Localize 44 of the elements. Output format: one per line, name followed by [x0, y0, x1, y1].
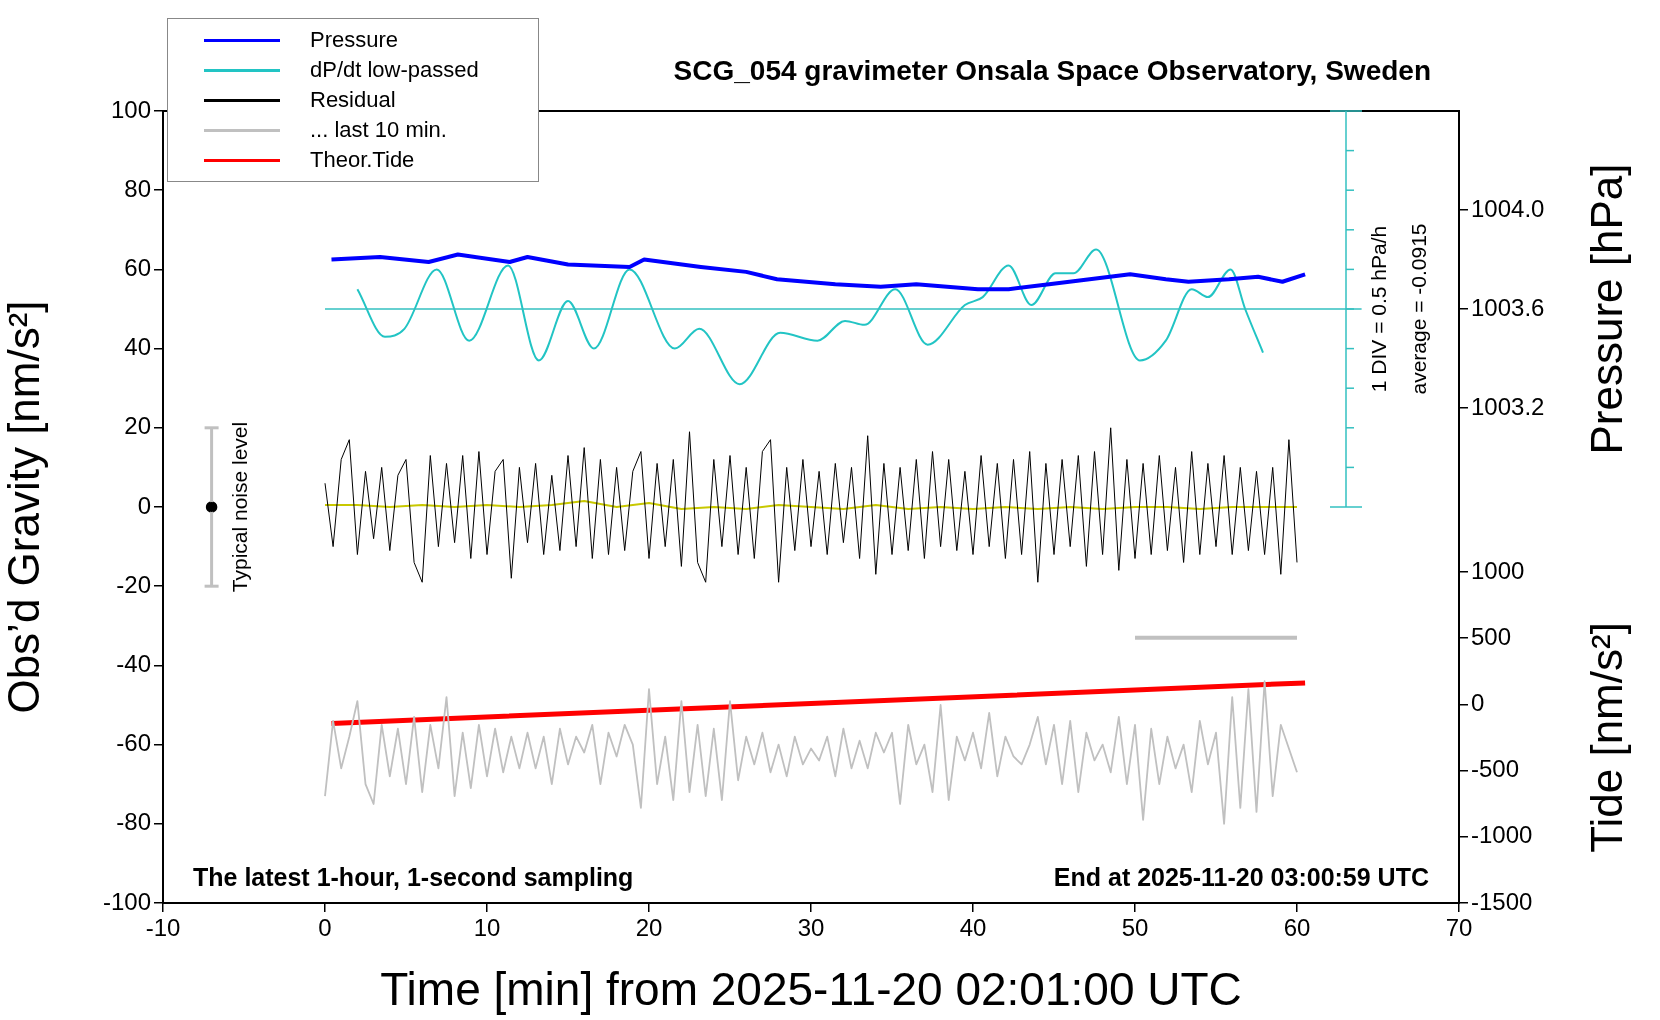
y-tick-label: -20 [116, 570, 151, 598]
legend-label: Residual [310, 87, 396, 113]
x-tick-label: 0 [318, 914, 332, 942]
legend-label: ... last 10 min. [310, 117, 447, 143]
y-tick-label: 0 [137, 491, 151, 519]
y2-axis-title: Pressure [hPa] [1582, 163, 1632, 455]
y-axis-title: Obs’d Gravity [nm/s²] [0, 300, 48, 714]
annotation: End at 2025-11-20 03:00:59 UTC [1053, 862, 1429, 891]
y3-tick-label: -1500 [1471, 887, 1533, 915]
y2-tick-label: 1003.6 [1471, 293, 1545, 321]
legend-label: dP/dt low-passed [310, 57, 479, 83]
y3-tick-label: 1000 [1471, 556, 1525, 584]
y-tick-label: 20 [124, 412, 151, 440]
annotation: average = -0.0915 [1406, 223, 1430, 395]
y-tick-label: 60 [124, 254, 151, 282]
x-tick-label: 30 [797, 914, 825, 942]
x-tick-label: -10 [145, 914, 181, 942]
y-tick-label: -40 [116, 650, 151, 678]
x-tick-label: 50 [1121, 914, 1149, 942]
y2-tick-label: 1003.2 [1471, 392, 1545, 420]
y2-tick-label: 1004.0 [1471, 194, 1545, 222]
x-tick-label: 40 [959, 914, 987, 942]
y-tick-label: -80 [116, 808, 151, 836]
y3-tick-label: 0 [1471, 688, 1485, 716]
annotation: The latest 1-hour, 1-second sampling [193, 862, 634, 891]
y3-tick-label: -500 [1471, 755, 1520, 783]
y-tick-label: 80 [124, 174, 151, 202]
y3-tick-label: 500 [1471, 622, 1512, 650]
y-tick-label: 100 [110, 95, 151, 123]
y-tick-label: -60 [116, 729, 151, 757]
y-tick-label: 40 [124, 333, 151, 361]
x-tick-label: 20 [635, 914, 663, 942]
legend-label: Pressure [310, 27, 399, 53]
x-tick-label: 60 [1283, 914, 1311, 942]
x-axis-title: Time [min] from 2025-11-20 02:01:00 UTC [380, 963, 1242, 1016]
annotation: 1 DIV = 0.5 hPa/h [1366, 225, 1390, 393]
legend-label: Theor.Tide [310, 147, 415, 173]
x-tick-label: 10 [473, 914, 501, 942]
x-tick-label: 70 [1445, 914, 1473, 942]
chart-title: SCG_054 gravimeter Onsala Space Observatory, Sweden [673, 54, 1431, 86]
y3-tick-label: -1000 [1471, 821, 1533, 849]
y3-axis-title: Tide [nm/s²] [1582, 622, 1632, 853]
y-tick-label: -100 [102, 887, 151, 915]
text: Typical noise level [228, 421, 252, 593]
